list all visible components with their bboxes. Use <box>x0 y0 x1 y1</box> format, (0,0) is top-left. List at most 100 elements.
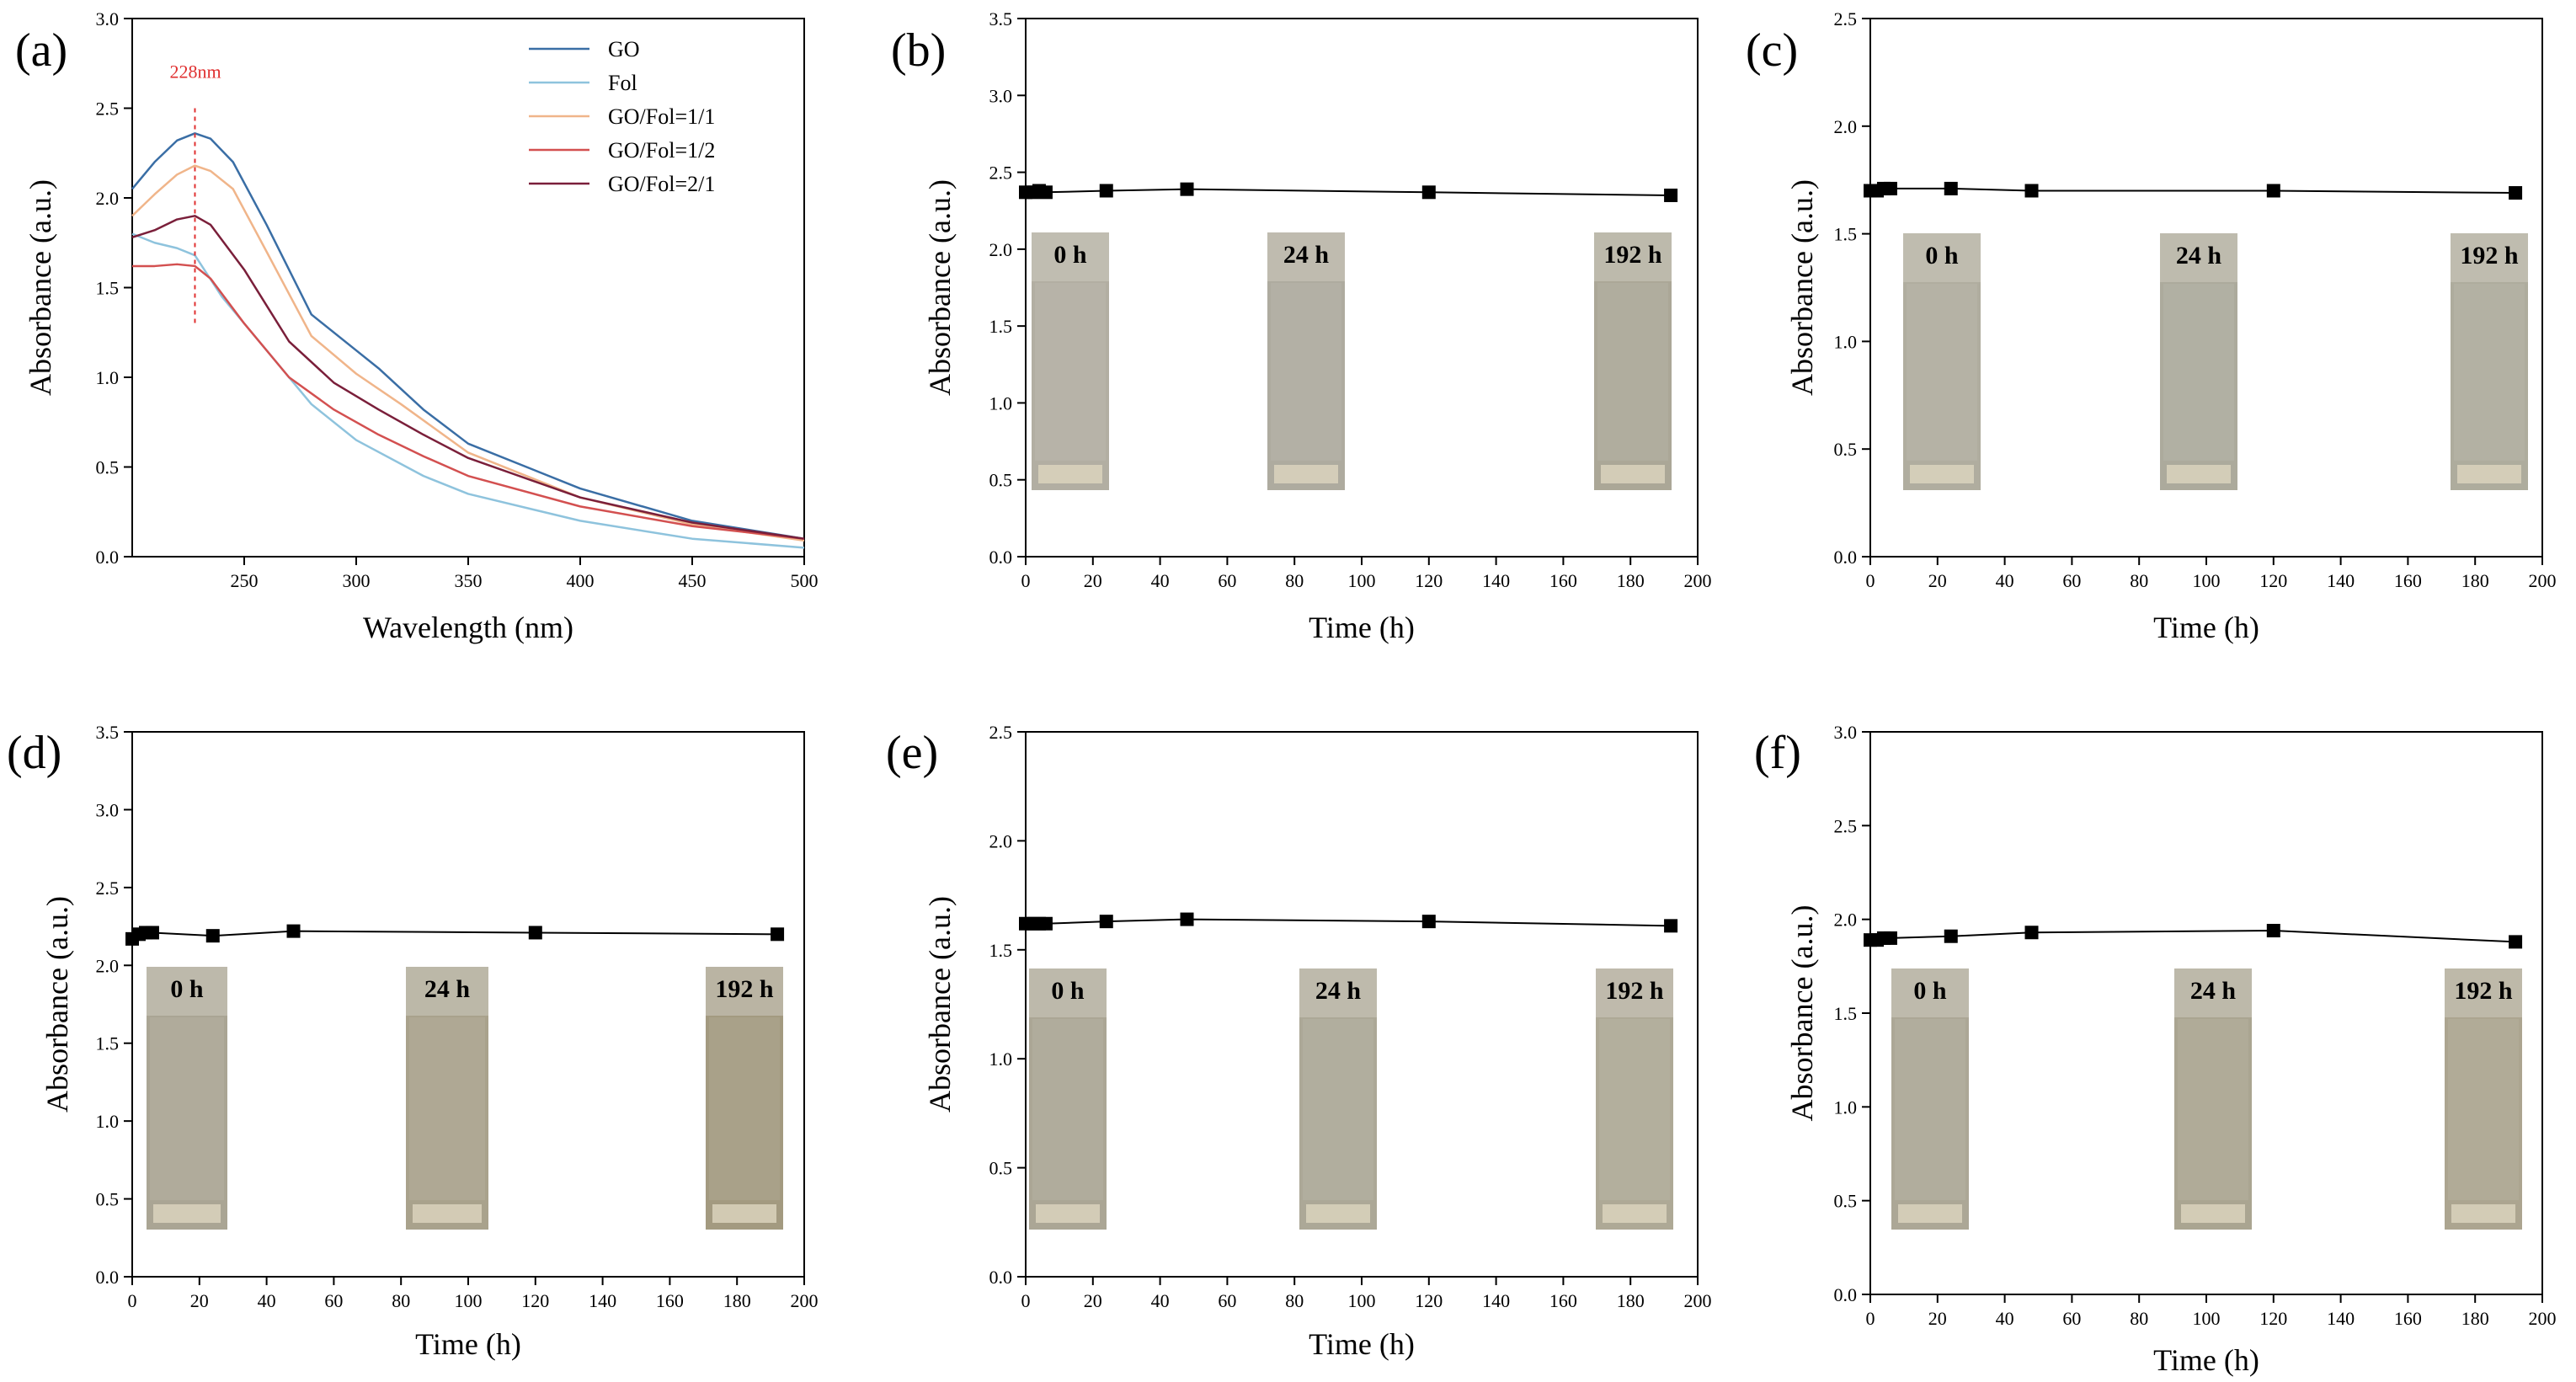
cuvette-top <box>1299 968 1377 1017</box>
photo-label: 192 h <box>1603 241 1662 269</box>
y-tick-label: 2.0 <box>96 955 120 976</box>
cuvette-base <box>1603 1204 1667 1223</box>
x-tick-label: 20 <box>190 1290 209 1311</box>
y-tick-label: 1.5 <box>96 1033 120 1054</box>
y-tick-label: 0.5 <box>1834 439 1858 460</box>
y-tick-label: 0.0 <box>96 547 120 568</box>
panel-label: (e) <box>886 727 938 779</box>
y-tick-label: 1.0 <box>1834 331 1858 352</box>
cuvette-base <box>1038 465 1102 483</box>
x-tick-label: 0 <box>1021 1290 1031 1311</box>
cuvette-base <box>2167 465 2231 483</box>
photo-label: 0 h <box>1051 977 1085 1005</box>
absorbance-line <box>1026 918 1672 927</box>
cuvette-base <box>2181 1204 2245 1223</box>
cuvette-top <box>2160 233 2237 282</box>
x-tick-label: 180 <box>723 1290 751 1311</box>
photo-label: 0 h <box>170 975 204 1003</box>
photo-label: 192 h <box>2454 977 2513 1005</box>
y-tick-label: 2.0 <box>989 830 1013 851</box>
data-point <box>286 924 301 938</box>
cuvette-sheen <box>2454 284 2525 461</box>
cuvette-photo: 0 h <box>1029 968 1107 1230</box>
cuvette-sheen <box>1907 284 1977 461</box>
x-tick-label: 160 <box>2394 570 2422 591</box>
y-axis-title: Absorbance (a.u.) <box>923 896 957 1113</box>
y-tick-label: 0.0 <box>96 1267 120 1288</box>
y-tick-label: 3.0 <box>96 8 120 29</box>
data-point <box>1944 181 1958 195</box>
x-tick-label: 60 <box>324 1290 343 1311</box>
y-axis-title: Absorbance (a.u.) <box>923 179 957 396</box>
legend-entry: GO/Fol=1/1 <box>608 104 715 129</box>
x-tick-label: 140 <box>589 1290 616 1311</box>
x-tick-label: 20 <box>1084 1290 1102 1311</box>
x-tick-label: 140 <box>2327 1308 2355 1329</box>
data-point <box>771 927 785 942</box>
y-tick-label: 0.0 <box>1834 1284 1858 1305</box>
x-tick-label: 200 <box>1684 1290 1712 1311</box>
cuvette-top <box>406 967 488 1016</box>
absorbance-line <box>131 930 778 940</box>
x-tick-label: 40 <box>258 1290 276 1311</box>
cuvette-photo: 192 h <box>1594 232 1672 490</box>
y-tick-label: 3.0 <box>1834 722 1858 743</box>
x-tick-label: 120 <box>2259 570 2287 591</box>
cuvette-top <box>1596 968 1673 1017</box>
photo-label: 192 h <box>2460 242 2519 269</box>
x-tick-label: 100 <box>1348 1290 1376 1311</box>
y-tick-label: 0.0 <box>989 547 1013 568</box>
photo-label: 24 h <box>2190 977 2237 1005</box>
cuvette-photo: 192 h <box>706 967 783 1230</box>
panel-label: (b) <box>891 24 946 77</box>
legend: GO Fol GO/Fol=1/1 GO/Fol=1/2 GO/Fol=2/1 <box>529 37 715 196</box>
cuvette-photo: 24 h <box>406 967 488 1230</box>
cuvette-sheen <box>2448 1019 2519 1200</box>
cuvette-sheen <box>1597 283 1668 461</box>
cuvette-base <box>712 1204 776 1223</box>
x-tick-label: 80 <box>392 1290 410 1311</box>
legend-entry: Fol <box>608 71 637 95</box>
data-point <box>2024 926 2039 940</box>
cuvette-base <box>1306 1204 1370 1223</box>
cuvette-base <box>413 1204 482 1223</box>
cuvette-sheen <box>1271 283 1341 461</box>
panel-d: 0 h 24 h 192 h 0.0 0.5 1.0 1.5 2.0 2.5 3.0 3.5 0 20 4… <box>7 722 819 1361</box>
panel-b: 0 h 24 h 192 h 0.0 0.5 1.0 1.5 2.0 2.5 3.0 3.5 0 20 4… <box>891 8 1712 644</box>
absorbance-line <box>1870 187 2516 195</box>
cuvette-base <box>1601 465 1665 483</box>
cuvette-photo: 0 h <box>1032 232 1109 490</box>
panel-f: 0 h 24 h 192 h 0.0 0.5 1.0 1.5 2.0 2.5 3.0 0 20 40 60… <box>1754 722 2557 1377</box>
y-tick-label: 2.5 <box>96 878 120 899</box>
x-axis-title: Time (h) <box>415 1327 521 1361</box>
y-tick-label: 0.5 <box>989 1158 1013 1179</box>
cuvette-top <box>706 967 783 1016</box>
legend-entry: GO/Fol=2/1 <box>608 172 715 196</box>
x-tick-label: 200 <box>791 1290 819 1311</box>
y-tick-label: 1.5 <box>96 278 120 299</box>
data-point <box>2266 924 2280 938</box>
cuvette-top <box>2445 968 2522 1017</box>
cuvette-sheen <box>1599 1019 1670 1200</box>
data-point <box>528 926 542 940</box>
cuvette-base <box>1036 1204 1100 1223</box>
data-point <box>2509 186 2523 200</box>
data-point <box>1180 182 1194 196</box>
y-tick-label: 1.0 <box>96 367 120 388</box>
y-tick-label: 1.0 <box>1834 1097 1858 1118</box>
x-tick-label: 40 <box>1151 570 1170 591</box>
x-tick-label: 60 <box>1218 570 1236 591</box>
series-line-1 <box>131 232 805 549</box>
cuvette-sheen <box>1035 283 1106 461</box>
x-tick-label: 250 <box>231 570 259 591</box>
data-point <box>1038 185 1053 200</box>
x-tick-label: 20 <box>1084 570 1102 591</box>
y-axis-title: Absorbance (a.u.) <box>24 179 57 396</box>
y-tick-label: 2.5 <box>96 99 120 120</box>
x-tick-label: 40 <box>1996 570 2014 591</box>
cuvette-base <box>1910 465 1974 483</box>
cuvette-top <box>1903 233 1981 282</box>
x-tick-label: 120 <box>521 1290 549 1311</box>
data-point <box>1664 919 1678 933</box>
y-tick-label: 1.5 <box>989 316 1013 337</box>
